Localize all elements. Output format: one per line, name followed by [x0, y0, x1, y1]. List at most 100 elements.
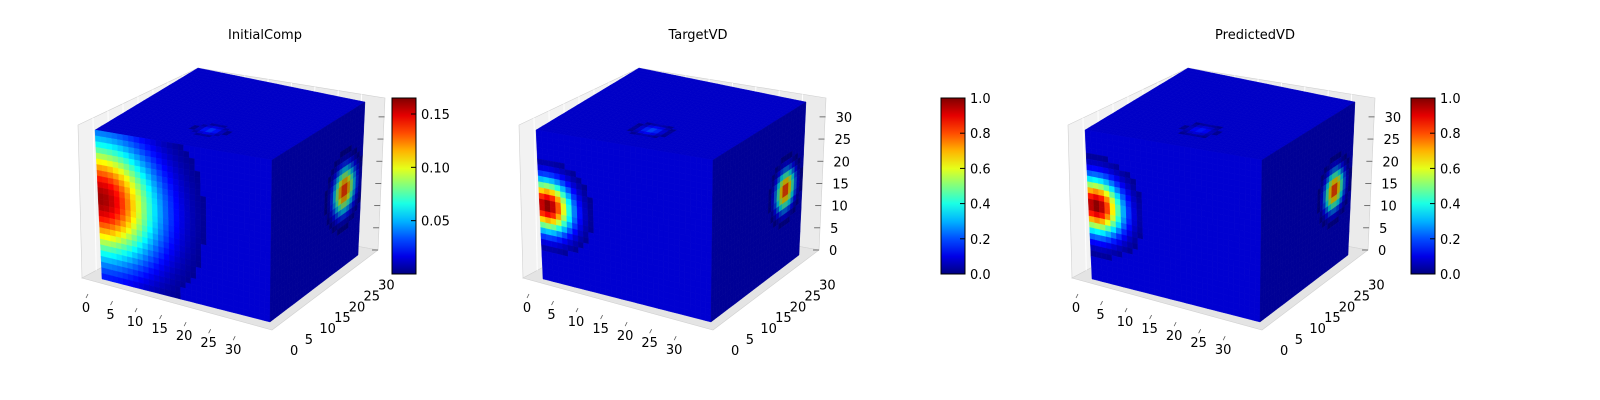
- voxel-cell: [668, 170, 675, 179]
- voxel-cell: [148, 284, 155, 293]
- voxel-cell: [695, 194, 702, 202]
- voxel-cell: [600, 287, 607, 296]
- voxel-cell: [233, 208, 239, 216]
- voxel-cell: [260, 170, 267, 178]
- x-tick-label: 15: [151, 322, 168, 337]
- voxel-cell: [164, 288, 171, 297]
- voxel-cell: [227, 304, 234, 313]
- voxel-cell: [172, 142, 179, 151]
- voxel-cell: [233, 159, 240, 167]
- voxel-cell: [222, 169, 229, 178]
- voxel-cell: [233, 306, 239, 315]
- voxel-cell: [166, 147, 173, 156]
- voxel-cell: [642, 298, 649, 307]
- voxel-cell: [227, 164, 234, 173]
- voxel-cell: [222, 163, 229, 172]
- voxel-cell: [254, 311, 260, 320]
- voxel-cell: [690, 168, 697, 176]
- chart-title: InitialComp: [228, 28, 302, 43]
- voxel-cell: [144, 149, 152, 158]
- voxel-cell: [227, 176, 234, 185]
- voxel-cell: [227, 158, 234, 166]
- x-tick-mark: [208, 328, 212, 334]
- voxel-cell: [260, 164, 267, 172]
- voxel-cell: [706, 196, 713, 204]
- voxel-cell: [563, 278, 570, 286]
- y-tick-label: 5: [305, 333, 313, 348]
- voxel-cell: [616, 291, 623, 300]
- voxel-cell: [579, 282, 586, 291]
- voxel-cell: [222, 181, 229, 190]
- voxel-cell: [266, 158, 273, 167]
- voxel-cell: [254, 175, 262, 184]
- voxel-cell: [674, 159, 680, 167]
- voxel-cell: [674, 306, 680, 315]
- voxel-cell: [249, 168, 256, 176]
- voxel-cell: [542, 273, 549, 281]
- voxel-cell: [652, 191, 659, 200]
- voxel-cell: [574, 280, 581, 289]
- voxel-cell: [101, 273, 108, 281]
- x-tick-label: 10: [127, 315, 144, 330]
- voxel-cell: [679, 160, 686, 168]
- voxel-cell: [695, 187, 702, 196]
- voxel-cell: [222, 303, 229, 312]
- voxel-cell: [260, 157, 267, 166]
- voxel-cell: [646, 148, 653, 156]
- front-face-1: [535, 129, 714, 323]
- voxel-cell: [106, 143, 113, 151]
- voxel-cell: [589, 284, 596, 293]
- voxel-cell: [106, 274, 113, 282]
- x-tick-mark: [183, 321, 187, 327]
- voxel-cell: [690, 162, 697, 170]
- voxel-cell: [624, 150, 631, 159]
- voxel-cell: [216, 156, 223, 164]
- voxel-cell: [626, 294, 633, 303]
- x-tick-mark: [110, 300, 113, 306]
- voxel-cell: [238, 307, 245, 316]
- voxel-cell: [244, 155, 251, 163]
- voxel-cell: [685, 167, 691, 176]
- voxel-cell: [238, 154, 245, 162]
- voxel-cell: [652, 300, 659, 309]
- voxel-cell: [260, 176, 267, 185]
- voxel-cell: [127, 279, 134, 288]
- x-tick-mark: [232, 336, 236, 341]
- voxel-cell: [674, 165, 680, 174]
- voxel-cell: [144, 144, 151, 152]
- voxel-cell: [701, 164, 708, 172]
- voxel-cell: [260, 182, 267, 191]
- voxel-cell: [695, 175, 703, 184]
- voxel-cell: [707, 165, 714, 173]
- voxel-cell: [265, 189, 272, 198]
- voxel-cell: [663, 169, 669, 178]
- colorbar-tick-label: 0.05: [421, 215, 450, 230]
- voxel-cell: [637, 296, 644, 305]
- voxel-cell: [238, 197, 245, 205]
- voxel-cell: [657, 150, 664, 158]
- front-face-0: [94, 129, 273, 323]
- voxel-cell: [205, 148, 212, 156]
- voxel-cell: [194, 146, 201, 155]
- voxel-cell: [663, 181, 669, 190]
- voxel-cell: [266, 165, 273, 173]
- voxel-cell: [143, 283, 150, 292]
- voxel-cell: [668, 201, 675, 209]
- voxel-cell: [668, 158, 675, 166]
- x-tick-mark: [85, 293, 89, 299]
- voxel-cell: [674, 171, 680, 180]
- voxel-cell: [706, 189, 713, 198]
- voxel-cell: [685, 173, 692, 182]
- voxel-cell: [233, 153, 240, 161]
- voxel-cell: [696, 156, 703, 165]
- voxel-cell: [701, 170, 708, 178]
- voxel-cell: [547, 274, 554, 282]
- voxel-cell: [613, 142, 620, 151]
- voxel-cell: [233, 183, 240, 192]
- voxel-cell: [238, 160, 245, 168]
- voxel-cell: [255, 163, 262, 171]
- voxel-cell: [233, 171, 240, 180]
- voxel-cell: [216, 168, 223, 177]
- voxel-cell: [249, 180, 256, 189]
